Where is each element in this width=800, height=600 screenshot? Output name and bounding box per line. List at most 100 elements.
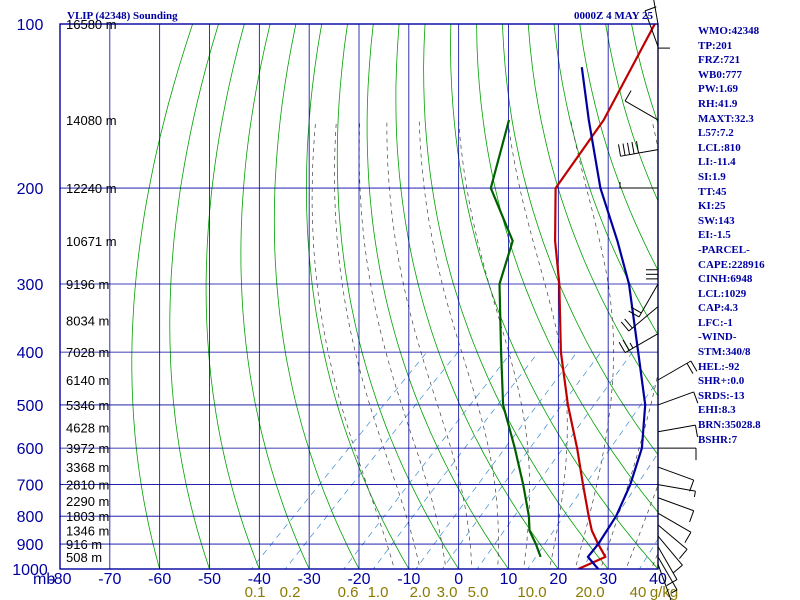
wind-barb (657, 524, 688, 559)
mixing-ratio-line (372, 351, 539, 569)
index-line: STM:340/8 (698, 346, 751, 359)
station-title: VLIP (42348) Sounding (67, 10, 178, 22)
pressure-tick-label: 1000 (12, 562, 48, 579)
wind-barb (644, 6, 659, 47)
temperature-tick-label: -60 (148, 571, 171, 588)
dry-adiabat-line (240, 24, 310, 569)
wind-barb-flag (679, 549, 688, 559)
stability-indices-panel: WMO:42348 TP:201 FRZ:721 WB0:777 PW:1.69 RH:4… (698, 24, 798, 447)
dewpoint-profile-line (489, 119, 542, 558)
wind-barb-staff (657, 512, 692, 533)
height-tick-label: 6140 m (66, 373, 109, 388)
pressure-tick-label: 800 (17, 509, 44, 526)
index-line: EI:-1.5 (698, 229, 731, 242)
wind-barb (657, 556, 678, 594)
wind-barb (646, 240, 659, 280)
pressure-tick-label: 500 (17, 398, 44, 415)
wind-barb (657, 535, 683, 574)
index-line: WMO:42348 (698, 25, 760, 37)
index-line: SHR+:0.0 (698, 375, 745, 388)
height-tick-label: 14080 m (66, 113, 117, 128)
index-line: BSHR:7 (698, 433, 738, 446)
wind-barb-flag (686, 363, 694, 374)
mixing-ratio-label: 3.0 (437, 584, 458, 600)
moist-adiabat-line (570, 119, 614, 569)
temperature-tick-label: 20 (549, 571, 567, 588)
index-line: LI:-11.4 (698, 156, 736, 169)
wind-barb-staff (624, 333, 659, 354)
time-label: 0000Z 4 MAY 25 (574, 10, 653, 22)
wind-barb-staff (644, 10, 659, 47)
dry-adiabat-line (579, 24, 658, 272)
index-line: PW:1.69 (698, 83, 739, 96)
dry-adiabat-line (476, 24, 658, 513)
wind-barb (657, 391, 699, 406)
index-line: BRN:35028.8 (698, 419, 761, 432)
wind-barb-flag (626, 142, 631, 155)
index-line: HEL:-92 (698, 360, 740, 373)
index-line: -WIND- (698, 331, 737, 344)
height-tick-label: 508 m (66, 550, 102, 565)
wind-barb-half-flag (629, 342, 634, 349)
dry-adiabat-line (395, 24, 559, 569)
height-tick-label: 12240 m (66, 181, 117, 196)
dry-adiabat-line (336, 24, 460, 569)
mixing-ratio-label: 10.0 (517, 584, 546, 600)
wind-barb (618, 333, 659, 354)
wind-barb-staff (657, 556, 678, 591)
wind-barb-flag (622, 339, 630, 351)
wind-barb (657, 497, 695, 523)
wind-barb-staff (628, 306, 659, 332)
wind-barb-staff (657, 484, 696, 492)
wind-barb-staff (657, 524, 688, 550)
height-tick-label: 7028 m (66, 345, 109, 360)
height-tick-label: 4628 m (66, 420, 109, 435)
dry-adiabat-line (305, 24, 410, 569)
temperature-tick-label: 10 (500, 571, 518, 588)
temperature-tick-label: -40 (248, 571, 271, 588)
index-line: TP:201 (698, 39, 733, 52)
mixing-ratio-line (343, 351, 512, 569)
pressure-tick-label: 700 (17, 478, 44, 495)
wind-barb (657, 424, 698, 438)
wind-barb-staff (657, 564, 672, 600)
index-line: -PARCEL- (698, 243, 750, 256)
temperature-tick-label: -70 (98, 571, 121, 588)
index-line: CAP:4.3 (698, 302, 739, 315)
height-tick-label: 916 m (66, 537, 102, 552)
index-line: SI:1.9 (698, 170, 726, 183)
index-line: KI:25 (698, 200, 726, 213)
dry-adiabat-line (169, 24, 219, 569)
wind-barb-flag (624, 318, 633, 329)
mixing-ratio-line (476, 351, 633, 569)
wind-barb-flag (684, 531, 692, 543)
wind-barb-flag (618, 144, 622, 157)
wind-barb-staff (657, 360, 692, 381)
index-line: CAPE:228916 (698, 258, 765, 271)
height-tick-label: 10671 m (66, 234, 117, 249)
wind-barb (619, 182, 658, 189)
dry-adiabat-line (553, 24, 658, 336)
chart-grid (60, 24, 658, 569)
moist-adiabat-line (358, 119, 447, 569)
temperature-tick-label: 0 (454, 571, 463, 588)
wind-barb-flag (635, 141, 640, 154)
mixing-ratio-label: 5.0 (468, 584, 489, 600)
wind-barb-half-flag (671, 589, 678, 594)
wind-barb-staff (624, 100, 659, 121)
mixing-ratio-line (415, 351, 578, 569)
wind-barb-flag (630, 306, 642, 314)
height-tick-label: 9196 m (66, 277, 109, 292)
mixing-ratio-label: 0.2 (280, 584, 301, 600)
dry-adiabat-line (423, 24, 609, 569)
wind-barb (657, 484, 696, 498)
index-line: L57:7.2 (698, 127, 734, 140)
wind-barb-half-flag (693, 491, 696, 498)
pressure-tick-label: 100 (17, 17, 44, 34)
height-tick-label: 2290 m (66, 494, 109, 509)
temperature-tick-label: -10 (397, 571, 420, 588)
temperature-tick-label: -20 (347, 571, 370, 588)
wind-barb-flag (618, 342, 626, 353)
